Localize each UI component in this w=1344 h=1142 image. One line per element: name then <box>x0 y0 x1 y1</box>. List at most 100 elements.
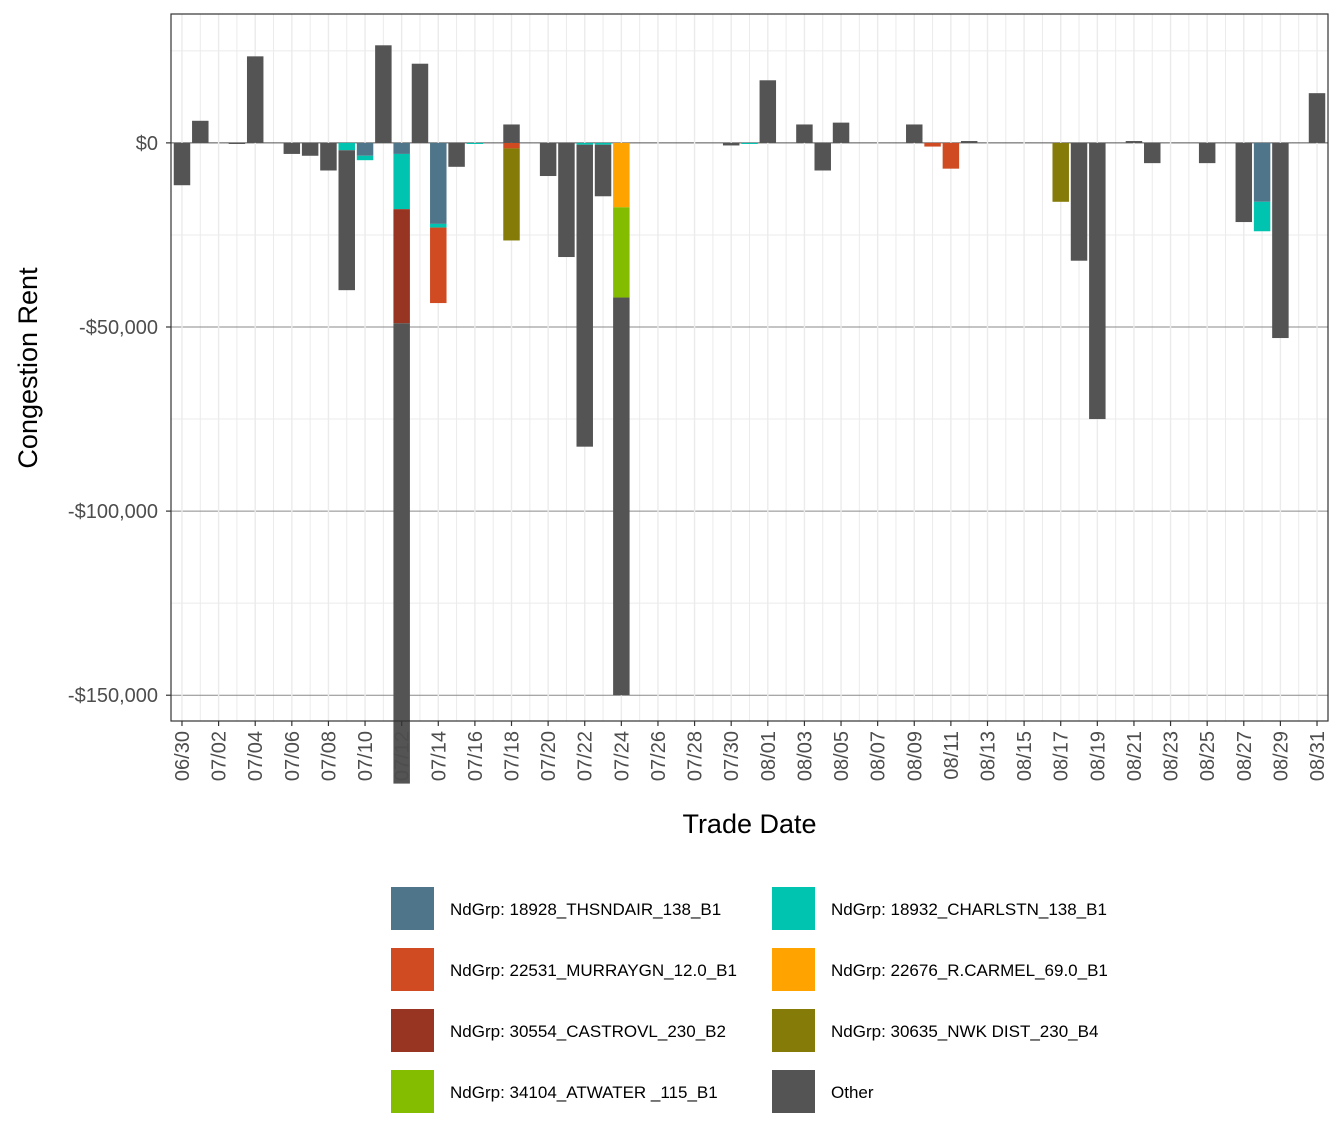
x-tick-label: 08/17 <box>1051 731 1073 781</box>
bar-ndgrp-22531-murraygn-12-0-b1-08-11 <box>942 142 960 169</box>
bar-other-06-30 <box>173 142 191 186</box>
legend-swatch-ndgrp-18928-thsndair-138-b1 <box>391 887 434 930</box>
bar-other-08-03 <box>796 124 813 143</box>
x-tick-label: 07/08 <box>318 731 340 781</box>
bar-other-08-22 <box>1144 142 1161 164</box>
bar-ndgrp-30635-nwk-dist-230-b4-07-18 <box>503 148 520 241</box>
legend-label-ndgrp-22531-murraygn-12-0-b1: NdGrp: 22531_MURRAYGN_12.0_B1 <box>450 961 737 980</box>
bar-other-07-21 <box>558 142 575 258</box>
bar-ndgrp-18932-charlstn-138-b1-07-09 <box>338 142 355 151</box>
x-tick-label: 07/30 <box>721 731 743 781</box>
bar-other-08-12 <box>960 141 978 143</box>
y-tick-label: -$100,000 <box>68 501 158 523</box>
bar-ndgrp-18932-charlstn-138-b1-07-16 <box>466 142 484 144</box>
legend-swatch-ndgrp-18932-charlstn-138-b1 <box>772 887 815 930</box>
bar-other-07-12 <box>393 323 410 784</box>
bar-other-07-03 <box>228 142 246 144</box>
bar-ndgrp-30554-castrovl-230-b2-07-12 <box>393 209 410 324</box>
x-tick-label: 07/14 <box>428 731 450 781</box>
y-tick-label: -$150,000 <box>68 685 158 707</box>
bar-ndgrp-30635-nwk-dist-230-b4-08-17 <box>1052 142 1069 202</box>
legend-swatch-ndgrp-22676-r-carmel-69-0-b1 <box>772 948 815 991</box>
x-tick-label: 07/18 <box>502 731 524 781</box>
x-tick-label: 08/15 <box>1014 731 1036 781</box>
legend-label-other: Other <box>831 1083 874 1102</box>
bar-other-08-04 <box>814 142 831 171</box>
y-axis-title: Congestion Rent <box>13 267 43 469</box>
x-tick-label: 06/30 <box>172 731 194 781</box>
x-tick-label: 07/10 <box>355 731 377 781</box>
bar-other-08-25 <box>1198 142 1216 164</box>
bar-ndgrp-18928-thsndair-138-b1-07-12 <box>393 142 410 154</box>
bar-other-08-01 <box>759 80 777 143</box>
y-tick-label: $0 <box>136 133 158 155</box>
legend-label-ndgrp-30635-nwk-dist-230-b4: NdGrp: 30635_NWK DIST_230_B4 <box>831 1022 1098 1041</box>
x-tick-label: 07/06 <box>282 731 304 781</box>
x-tick-label: 08/23 <box>1161 731 1183 781</box>
x-tick-label: 07/22 <box>575 731 597 781</box>
minor-gridlines <box>171 14 1328 721</box>
bar-other-07-11 <box>375 45 392 143</box>
x-tick-label: 08/05 <box>831 731 853 781</box>
legend-swatch-ndgrp-30635-nwk-dist-230-b4 <box>772 1009 815 1052</box>
bar-ndgrp-18932-charlstn-138-b1-07-23 <box>594 142 612 145</box>
x-tick-label: 07/16 <box>465 731 487 781</box>
bar-ndgrp-18932-charlstn-138-b1-07-12 <box>393 153 410 210</box>
x-tick-label: 08/03 <box>794 731 816 781</box>
legend-label-ndgrp-22676-r-carmel-69-0-b1: NdGrp: 22676_R.CARMEL_69.0_B1 <box>831 961 1108 980</box>
legend-swatch-other <box>772 1070 815 1113</box>
bar-other-08-27 <box>1235 142 1253 223</box>
bar-other-07-01 <box>192 120 209 143</box>
bar-ndgrp-18932-charlstn-138-b1-07-14 <box>430 223 447 228</box>
bar-other-08-05 <box>832 122 850 143</box>
bar-other-07-24 <box>613 297 630 696</box>
bar-other-07-06 <box>283 142 301 154</box>
legend-swatch-ndgrp-22531-murraygn-12-0-b1 <box>391 948 434 991</box>
bar-other-07-15 <box>448 142 465 167</box>
bar-ndgrp-18932-charlstn-138-b1-08-28 <box>1253 201 1271 232</box>
x-tick-label: 08/09 <box>904 731 926 781</box>
legend-swatch-ndgrp-34104-atwater-115-b1 <box>391 1070 434 1113</box>
x-tick-label: 08/13 <box>977 731 999 781</box>
x-axis-title: Trade Date <box>682 809 816 839</box>
bar-other-07-23 <box>594 144 612 197</box>
bar-other-07-08 <box>320 142 337 171</box>
legend-label-ndgrp-34104-atwater-115-b1: NdGrp: 34104_ATWATER _115_B1 <box>450 1083 718 1102</box>
bar-other-07-07 <box>301 142 319 156</box>
legend-swatch-ndgrp-30554-castrovl-230-b2 <box>391 1009 434 1052</box>
bar-other-07-22 <box>576 144 593 447</box>
bar-ndgrp-34104-atwater-115-b1-07-24 <box>613 207 630 298</box>
x-axis: 06/30 07/02 07/04 07/06 07/08 07/10 07/12 07/14… <box>172 721 1329 781</box>
x-tick-label: 08/29 <box>1270 731 1292 781</box>
y-axis: $0 -$50,000 -$100,000 -$150,000 <box>68 133 171 707</box>
bar-ndgrp-18932-charlstn-138-b1-07-22 <box>576 142 593 145</box>
bar-ndgrp-22531-murraygn-12-0-b1-07-14 <box>430 227 447 304</box>
x-tick-label: 07/04 <box>245 731 267 781</box>
x-tick-label: 07/20 <box>538 731 560 781</box>
x-tick-label: 07/28 <box>685 731 707 781</box>
x-tick-label: 07/02 <box>209 731 231 781</box>
bar-ndgrp-18928-thsndair-138-b1-07-14 <box>430 142 447 224</box>
x-tick-label: 08/19 <box>1087 731 1109 781</box>
bar-ndgrp-18932-charlstn-138-b1-07-31 <box>741 142 758 144</box>
bar-other-07-04 <box>246 56 264 143</box>
bar-other-07-20 <box>539 142 557 177</box>
panel-border <box>170 13 1329 722</box>
legend: NdGrp: 18928_THSNDAIR_138_B1 NdGrp: 18932… <box>391 887 1108 1113</box>
bar-ndgrp-22531-murraygn-12-0-b1-08-10 <box>924 142 941 147</box>
bar-other-07-13 <box>411 63 429 143</box>
legend-label-ndgrp-30554-castrovl-230-b2: NdGrp: 30554_CASTROVL_230_B2 <box>450 1022 726 1041</box>
legend-label-ndgrp-18932-charlstn-138-b1: NdGrp: 18932_CHARLSTN_138_B1 <box>831 900 1107 919</box>
x-tick-label: 08/11 <box>941 731 963 780</box>
x-tick-label: 08/27 <box>1234 731 1256 781</box>
bar-other-07-09 <box>338 150 355 291</box>
x-tick-label: 08/21 <box>1124 731 1146 781</box>
bar-other-08-18 <box>1070 142 1088 261</box>
x-tick-label: 08/01 <box>758 731 780 781</box>
x-tick-label: 08/25 <box>1197 731 1219 781</box>
x-tick-label: 08/07 <box>868 731 890 781</box>
bar-other-08-29 <box>1272 142 1289 339</box>
x-tick-label: 07/24 <box>611 731 633 781</box>
bar-ndgrp-18932-charlstn-138-b1-07-10 <box>356 155 374 161</box>
